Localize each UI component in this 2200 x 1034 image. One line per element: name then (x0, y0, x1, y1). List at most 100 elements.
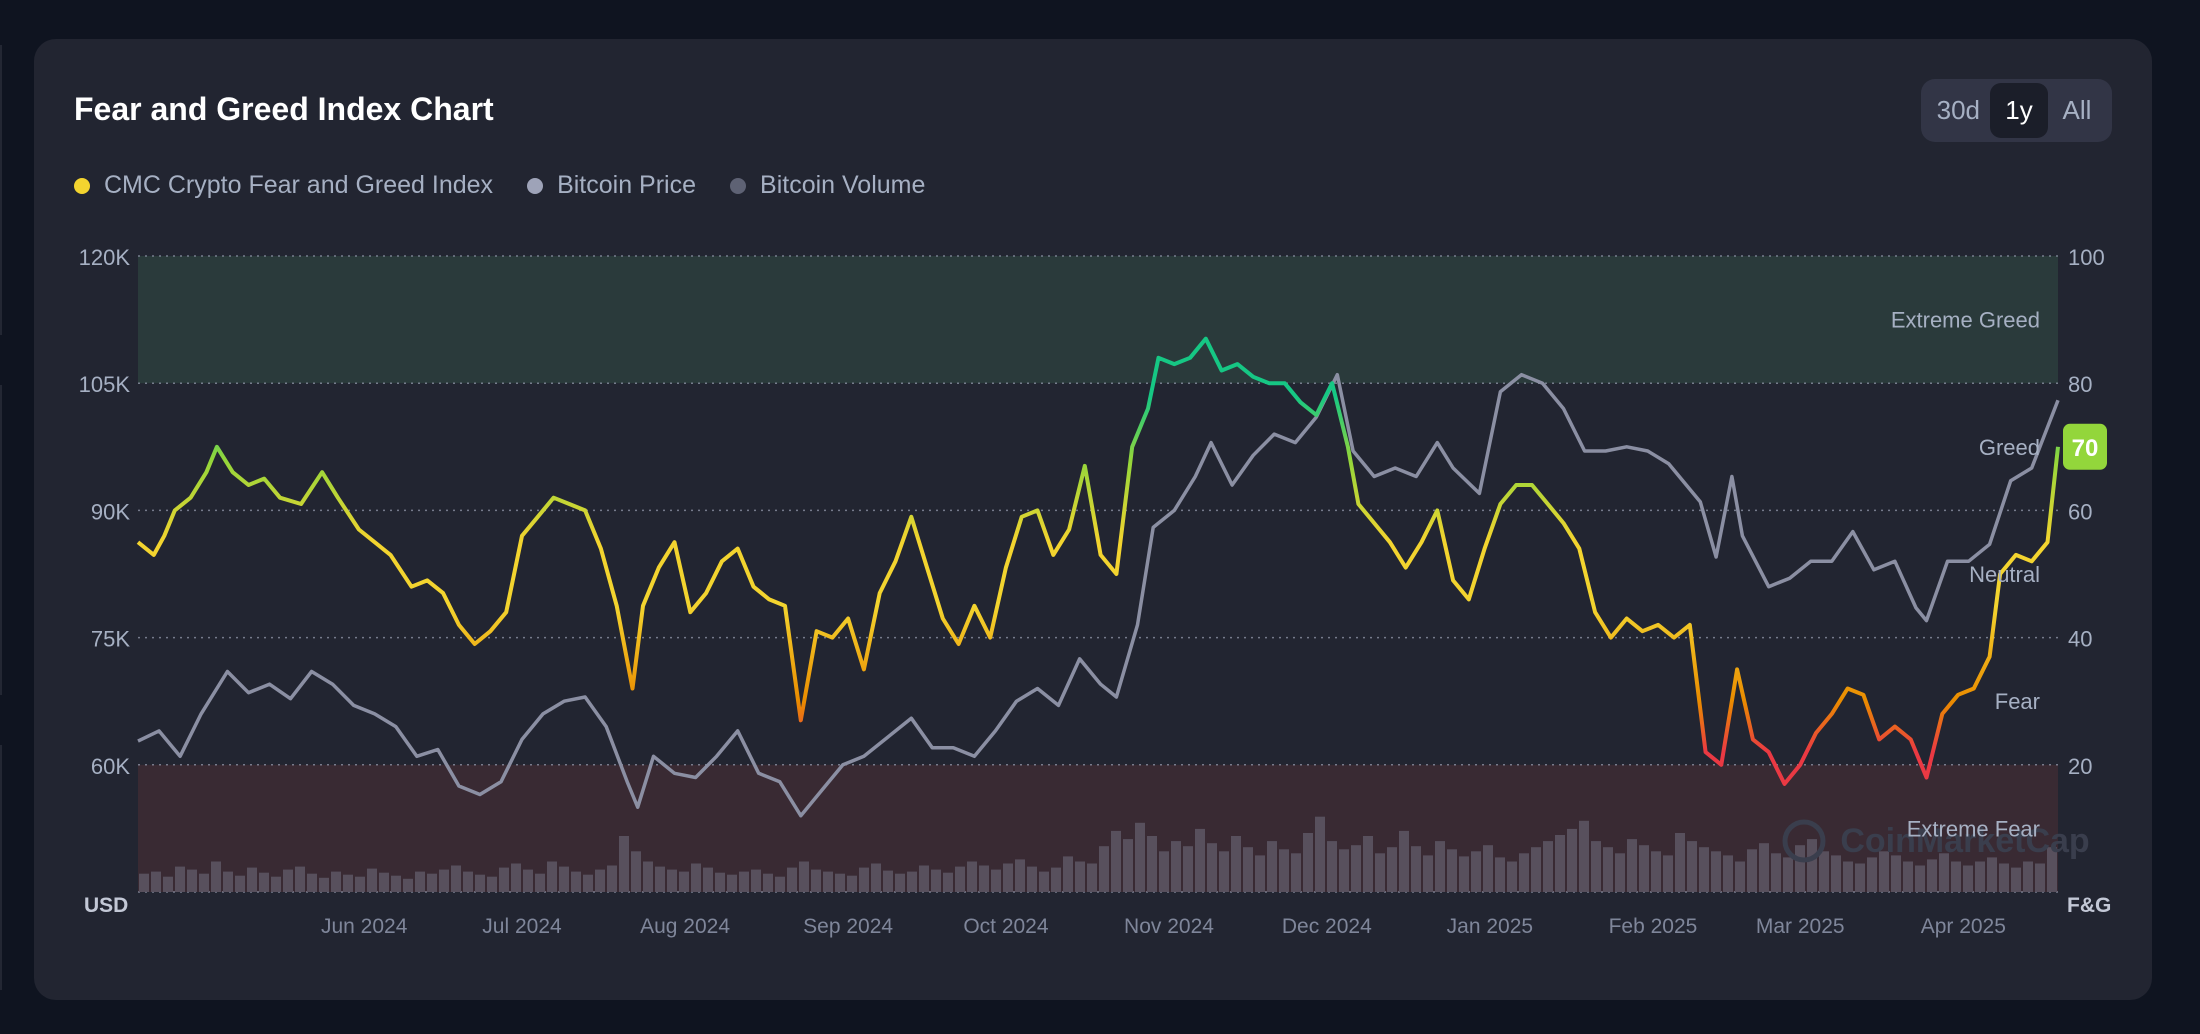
coinmarketcap-logo-icon (1782, 819, 1826, 863)
zone-band-extreme-fear (138, 764, 2058, 892)
left-edge-strip (0, 385, 2, 695)
legend-item-bitcoin-volume[interactable]: Bitcoin Volume (730, 171, 925, 200)
y-left-tick-label: 75K (91, 627, 130, 652)
volume-bar (763, 873, 773, 892)
volume-bar (1267, 841, 1277, 892)
volume-bar (1675, 833, 1685, 892)
legend-label-fear-greed: CMC Crypto Fear and Greed Index (104, 171, 494, 199)
volume-bar (1459, 856, 1469, 892)
volume-bar (355, 876, 365, 892)
volume-bar (1507, 861, 1517, 892)
y-right-tick-label: 40 (2068, 627, 2092, 652)
volume-bar (607, 865, 617, 892)
y-left-tick-label: 105K (79, 372, 131, 397)
volume-bar (487, 876, 497, 892)
volume-bar (1915, 865, 1925, 892)
volume-bar (475, 874, 485, 892)
y-right-tick-label: 20 (2068, 754, 2092, 779)
range-button-1y[interactable]: 1y (1990, 83, 2048, 138)
volume-bar (271, 876, 281, 892)
volume-bar (1663, 855, 1673, 892)
volume-bar (919, 865, 929, 892)
volume-bar (1375, 853, 1385, 892)
volume-bar (319, 877, 329, 892)
volume-bar (703, 867, 713, 892)
y-left-axis-label: USD (84, 894, 128, 917)
volume-bar (1555, 835, 1565, 892)
x-tick-label: Oct 2024 (963, 915, 1049, 938)
volume-bar (823, 871, 833, 892)
legend-label-bitcoin-price: Bitcoin Price (557, 171, 697, 199)
volume-bar (1903, 861, 1913, 892)
volume-bar (1687, 841, 1697, 892)
volume-bar (1723, 855, 1733, 892)
legend-label-bitcoin-volume: Bitcoin Volume (760, 171, 926, 199)
volume-bar (1207, 843, 1217, 892)
volume-bar (1435, 841, 1445, 892)
zone-label-fear: Fear (1995, 689, 2040, 714)
x-tick-label: Sep 2024 (803, 915, 893, 938)
volume-bar (655, 866, 665, 892)
volume-bar (1363, 836, 1373, 892)
volume-bar (619, 836, 629, 892)
volume-bar (1063, 856, 1073, 892)
legend-dot-bitcoin-price (527, 177, 544, 194)
volume-bar (1783, 857, 1793, 892)
fear-greed-line (136, 336, 2060, 786)
volume-bar (1483, 845, 1493, 892)
volume-bar (295, 866, 305, 892)
volume-bar (1423, 855, 1433, 892)
volume-bar (1291, 853, 1301, 892)
volume-bar (1171, 841, 1181, 892)
zone-label-neutral: Neutral (1969, 562, 2040, 587)
volume-bar (691, 863, 701, 892)
volume-bar (943, 872, 953, 892)
volume-bar (523, 869, 533, 892)
zone-label-extreme-greed: Extreme Greed (1891, 308, 2040, 333)
volume-bar (1771, 853, 1781, 892)
volume-bar (1759, 843, 1769, 892)
volume-bar (139, 873, 149, 892)
volume-bar (1567, 828, 1577, 892)
volume-bar (367, 868, 377, 892)
volume-bar (307, 873, 317, 892)
volume-bar (679, 871, 689, 892)
volume-bar (835, 873, 845, 892)
volume-bar (667, 869, 677, 892)
volume-bar (583, 874, 593, 892)
zone-label-extreme-fear: Extreme Fear (1907, 816, 2040, 841)
range-button-all[interactable]: All (2062, 95, 2092, 125)
legend-dot-fear-greed (74, 177, 90, 194)
volume-bar (1183, 846, 1193, 892)
volume-bar (1003, 863, 1013, 892)
volume-bar (1651, 851, 1661, 892)
volume-bar (1015, 859, 1025, 892)
volume-bar (775, 876, 785, 892)
volume-bar (247, 867, 257, 892)
volume-bar (595, 869, 605, 892)
volume-bar (1135, 822, 1145, 892)
volume-bar (715, 872, 725, 892)
volume-bar (1075, 861, 1085, 892)
volume-bar (1831, 855, 1841, 892)
volume-bar (571, 871, 581, 892)
y-right-tick-label: 100 (2068, 245, 2105, 270)
volume-bar (1495, 857, 1505, 892)
volume-bar (1843, 861, 1853, 892)
legend-item-bitcoin-price[interactable]: Bitcoin Price (527, 171, 696, 200)
volume-bar (1867, 857, 1877, 892)
volume-bar (1231, 836, 1241, 892)
volume-bar (727, 874, 737, 892)
legend-item-fear-greed[interactable]: CMC Crypto Fear and Greed Index (74, 171, 493, 200)
volume-bar (451, 865, 461, 892)
volume-bar (1447, 849, 1457, 892)
volume-bar (1519, 853, 1529, 892)
range-button-30d[interactable]: 30d (1936, 95, 1980, 125)
chart-title: Fear and Greed Index Chart (74, 91, 494, 127)
volume-bar (1591, 841, 1601, 892)
volume-bar (343, 874, 353, 892)
volume-bar (1639, 845, 1649, 892)
volume-bar (1411, 846, 1421, 892)
volume-bar (643, 861, 653, 892)
volume-bar (1147, 836, 1157, 892)
